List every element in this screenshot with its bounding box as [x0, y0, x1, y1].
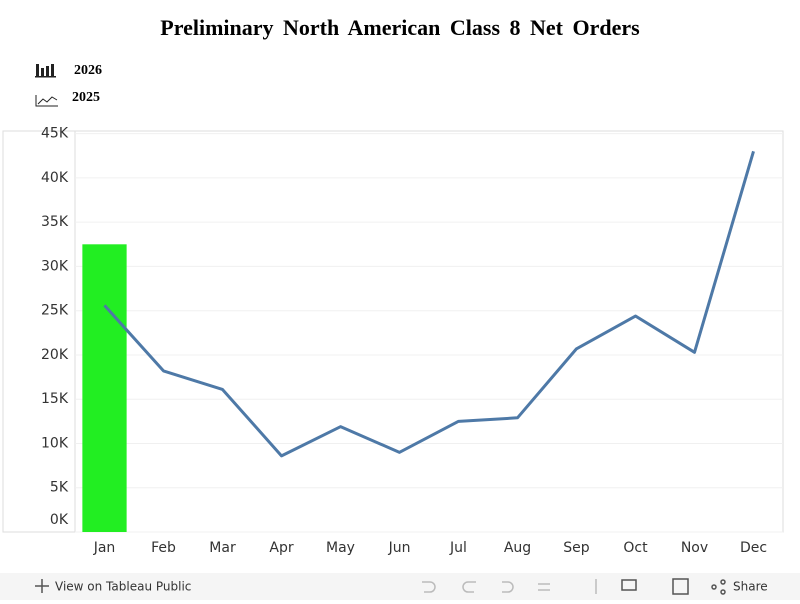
x-tick-label: Jun	[388, 540, 411, 556]
view-link[interactable]: View on Tableau Public	[55, 580, 191, 594]
toolbar-icons-dark	[621, 578, 726, 595]
toolbar-icons	[422, 579, 597, 594]
y-tick-label: 30K	[41, 258, 69, 274]
x-tick-label: Oct	[623, 540, 648, 556]
bar	[82, 244, 127, 533]
y-tick-label: 15K	[41, 391, 69, 407]
tableau-icon	[35, 579, 49, 593]
legend-line-icon	[35, 95, 58, 107]
x-tick-label: Dec	[740, 540, 767, 556]
toolbar	[0, 573, 800, 600]
x-tick-label: Aug	[504, 540, 531, 556]
y-tick-label: 40K	[41, 170, 69, 186]
x-tick-label: Apr	[269, 540, 293, 556]
y-tick-label: 20K	[41, 347, 69, 363]
x-tick-label: Nov	[681, 540, 708, 556]
legend-label: 2026	[74, 63, 102, 78]
y-tick-label: 35K	[41, 214, 69, 230]
y-tick-label: 45K	[41, 126, 69, 142]
y-tick-label: 0K	[50, 512, 69, 528]
share-button[interactable]: Share	[733, 580, 768, 594]
line	[103, 150, 755, 458]
x-tick-label: Sep	[563, 540, 590, 556]
x-tick-label: Mar	[209, 540, 236, 556]
chart-title: Preliminary North American Class 8 Net O…	[160, 15, 640, 40]
x-tick-label: Feb	[151, 540, 176, 556]
y-tick-label: 5K	[50, 480, 69, 496]
legend-bar-icon	[35, 64, 56, 78]
x-tick-label: Jan	[93, 540, 116, 556]
y-tick-label: 10K	[41, 435, 69, 451]
x-tick-label: Jul	[449, 540, 467, 556]
legend-label: 2025	[72, 90, 100, 105]
y-tick-label: 25K	[41, 303, 69, 319]
x-tick-label: May	[326, 540, 355, 556]
